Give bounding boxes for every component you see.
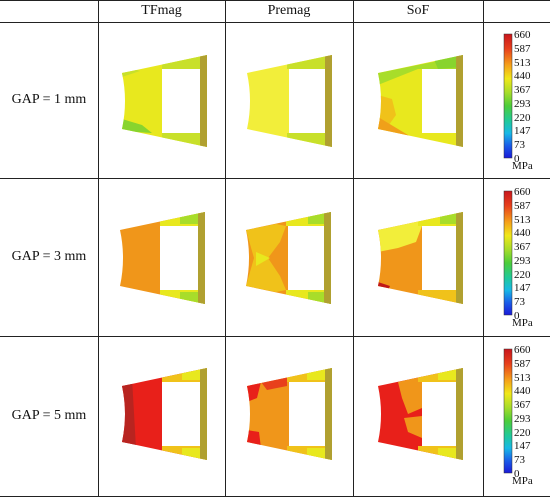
colorbar-unit-gap3: MPa bbox=[512, 317, 533, 329]
grid-line bbox=[483, 0, 484, 497]
colorbar-tick-label: 660 bbox=[514, 186, 531, 198]
grid-line bbox=[0, 336, 550, 337]
column-header-tfmag: TFmag bbox=[141, 3, 182, 18]
colorbar-tick-label: 587 bbox=[514, 199, 531, 212]
colorbar-tick-label: 0 bbox=[514, 468, 520, 480]
colorbar-tick-label: 513 bbox=[514, 56, 531, 69]
plot-sof-gap5 bbox=[378, 368, 463, 460]
colorbar-unit-gap1: MPa bbox=[512, 160, 533, 172]
colorbar-tick-label: 147 bbox=[514, 440, 531, 453]
plot-premag-gap5 bbox=[247, 368, 332, 460]
colorbar-tick-label: 367 bbox=[514, 399, 531, 412]
colorbar-tick-label: 513 bbox=[514, 213, 531, 226]
grid-line bbox=[98, 0, 99, 497]
grid-line bbox=[0, 22, 550, 23]
plot-tfmag-gap5 bbox=[122, 368, 207, 460]
plot-premag-gap3 bbox=[246, 212, 331, 304]
colorbar-tick-label: 513 bbox=[514, 371, 531, 384]
grid-line bbox=[225, 0, 226, 497]
plot-sof-gap1 bbox=[378, 55, 463, 147]
colorbar-tick-label: 293 bbox=[514, 254, 531, 267]
colorbar-tick-label: 587 bbox=[514, 42, 531, 55]
column-header-sof: SoF bbox=[406, 3, 430, 18]
colorbar-gap1 bbox=[503, 33, 513, 159]
colorbar-gap3 bbox=[503, 190, 513, 316]
colorbar-tick-label: 367 bbox=[514, 241, 531, 254]
grid-line bbox=[0, 496, 550, 497]
colorbar-tick-label: 73 bbox=[514, 454, 525, 467]
plot-tfmag-gap1 bbox=[122, 55, 207, 147]
colorbar-tick-label: 0 bbox=[514, 310, 520, 322]
colorbar-tick-label: 220 bbox=[514, 268, 531, 281]
colorbar-gap5 bbox=[503, 348, 513, 474]
colorbar-tick-label: 147 bbox=[514, 125, 531, 138]
colorbar-tick-label: 0 bbox=[514, 153, 520, 165]
grid-line bbox=[353, 0, 354, 497]
plot-sof-gap3 bbox=[378, 212, 463, 304]
colorbar-tick-label: 660 bbox=[514, 344, 531, 356]
colorbar-unit-gap5: MPa bbox=[512, 475, 533, 487]
row-label-gap-3: GAP = 3 mm bbox=[11, 249, 87, 264]
colorbar-tick-label: 587 bbox=[514, 357, 531, 370]
grid-line bbox=[0, 178, 550, 179]
column-header-premag: Premag bbox=[267, 3, 311, 18]
plot-premag-gap1 bbox=[247, 55, 332, 147]
colorbar-tick-label: 147 bbox=[514, 282, 531, 295]
colorbar-tick-label: 73 bbox=[514, 139, 525, 152]
colorbar-tick-label: 660 bbox=[514, 29, 531, 41]
colorbar-tick-label: 220 bbox=[514, 111, 531, 124]
colorbar-tick-label: 440 bbox=[514, 385, 531, 398]
colorbar-tick-label: 440 bbox=[514, 227, 531, 240]
row-label-gap-1: GAP = 1 mm bbox=[11, 92, 87, 107]
colorbar-tick-label: 220 bbox=[514, 426, 531, 439]
row-label-gap-5: GAP = 5 mm bbox=[11, 408, 87, 423]
colorbar-tick-label: 293 bbox=[514, 97, 531, 110]
colorbar-tick-label: 73 bbox=[514, 296, 525, 309]
plot-tfmag-gap3 bbox=[120, 212, 205, 304]
colorbar-tick-label: 440 bbox=[514, 70, 531, 83]
colorbar-tick-label: 367 bbox=[514, 84, 531, 97]
grid-line bbox=[0, 0, 550, 1]
colorbar-tick-label: 293 bbox=[514, 412, 531, 425]
